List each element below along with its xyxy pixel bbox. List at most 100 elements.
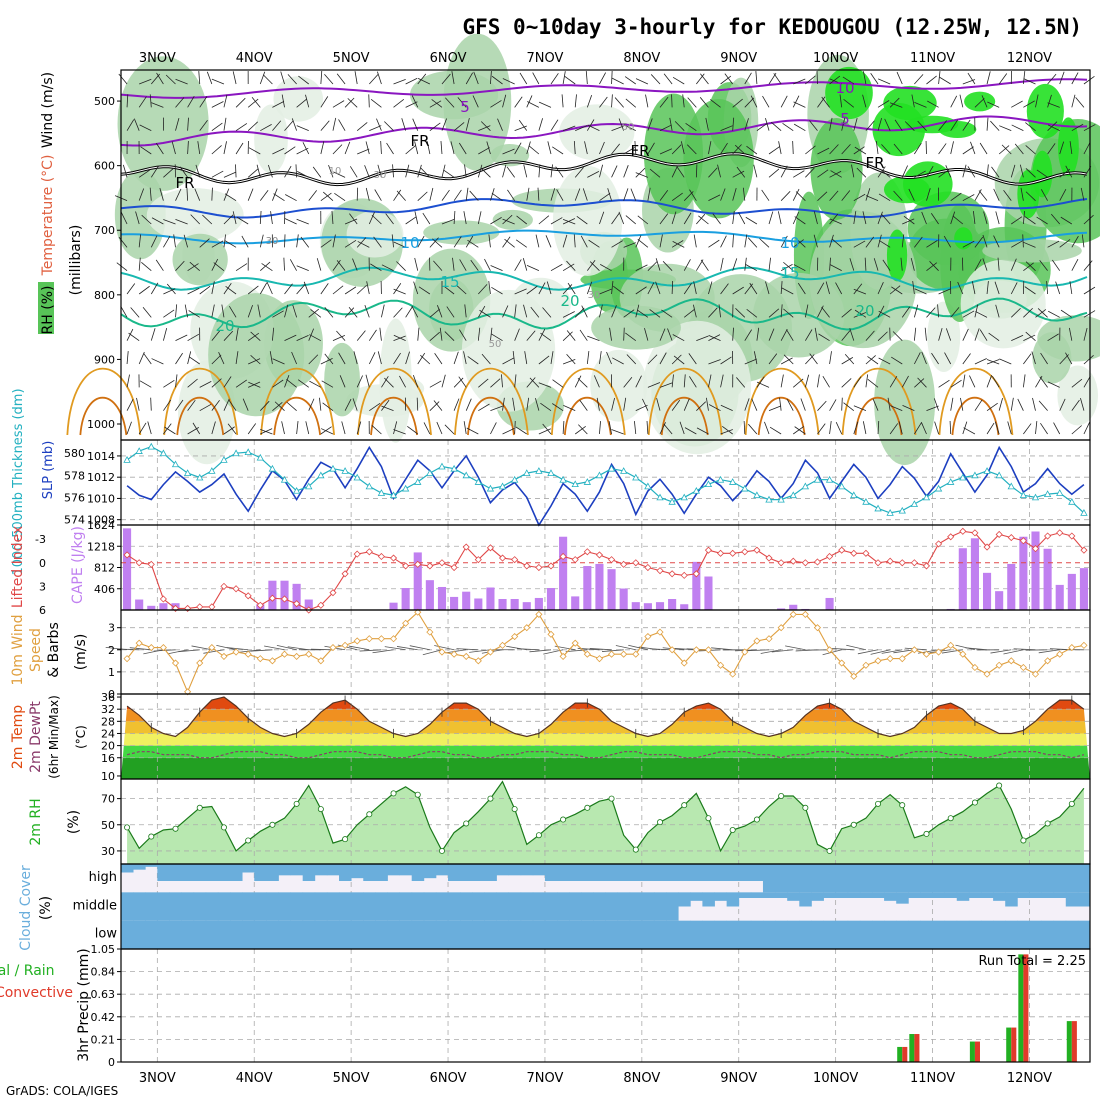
rh2m-tick-1-label: 50 [101, 819, 115, 832]
wind-barb [259, 282, 268, 295]
contour-label-8: 10 [780, 234, 799, 252]
wind-barb [624, 76, 637, 85]
wind-barb [465, 187, 469, 201]
lifted-index-point [402, 562, 410, 570]
wind-barb [894, 119, 903, 131]
wind-barb [974, 304, 979, 318]
wind-barb [1047, 240, 1060, 248]
wind-barb [566, 260, 576, 271]
cloud-cell-high [641, 864, 655, 881]
thickness-point [741, 484, 749, 492]
li-tick-2: 0 [39, 557, 46, 570]
wind-barb [412, 118, 419, 131]
contour-label-1: 5 [460, 98, 470, 116]
wind10-barb [445, 649, 467, 654]
wind-barb [829, 78, 842, 85]
wind-barb [502, 78, 515, 85]
wind-barb [821, 306, 830, 318]
wind-barb [684, 427, 697, 435]
wind-barb [671, 280, 674, 295]
wind-barb [969, 375, 976, 388]
wind-barb [197, 141, 201, 155]
wind-barb [429, 401, 440, 411]
wind-barb [995, 304, 1000, 318]
wind-barb [344, 141, 351, 155]
wind-barb [708, 167, 718, 178]
wind-barb [256, 164, 261, 178]
wind-barb [535, 234, 540, 248]
wind-barb [512, 397, 516, 411]
cape-bar [619, 588, 628, 610]
wind-barb [671, 94, 673, 108]
wind10-speed-point [184, 688, 192, 696]
day-label-bottom-8: 11NOV [910, 1071, 955, 1086]
cape-bar [1043, 548, 1052, 610]
rh-blob [927, 301, 961, 373]
wind-barb [662, 261, 673, 271]
cloud-cell-low [775, 920, 788, 949]
cape-bar [595, 563, 604, 610]
rh2m-point [148, 833, 155, 840]
wind-barb [975, 311, 988, 318]
cloud-cell-middle [980, 892, 994, 898]
thickness-point [317, 471, 325, 479]
wind-barb [223, 117, 227, 131]
wind-barb [429, 100, 442, 108]
wind-barb [316, 258, 322, 271]
lifted-index-point [959, 527, 967, 535]
wind-barb [878, 193, 891, 202]
wind-barb [393, 189, 402, 201]
cloud-cell-high [290, 864, 304, 876]
cloud-cell-low [1065, 920, 1079, 949]
wind-barb [881, 144, 891, 155]
wind-barb [530, 306, 540, 318]
wind10-speed-point [704, 646, 713, 654]
wind-barb [538, 328, 546, 341]
cloud-cell-low [181, 920, 195, 949]
wind-barb [393, 421, 398, 435]
wind-barb [136, 397, 140, 411]
wind-barb [856, 167, 867, 178]
wind-barb [532, 72, 540, 85]
wind-barb [762, 95, 770, 108]
wind10-barb [747, 649, 770, 652]
cloud-cell-middle [690, 892, 703, 901]
cloud-cell-low [544, 920, 558, 949]
wind-barb [1023, 78, 1036, 85]
wind-barb [574, 188, 581, 201]
cloud-cell-middle [1005, 892, 1018, 907]
wind-barb [126, 398, 134, 411]
wind-barb [992, 376, 1000, 388]
cape-tick-1-label: 812 [94, 562, 115, 575]
wind-barb [138, 169, 151, 178]
wind10-barb [409, 645, 430, 651]
wind-barb [1011, 334, 1024, 342]
cloud-cell-high [133, 864, 146, 870]
wind-barb [1010, 282, 1018, 295]
wind-barb [405, 216, 417, 225]
wind-barb [962, 119, 971, 131]
cloud-cell-high [859, 864, 873, 893]
wind-barb [635, 172, 649, 178]
cloud-cell-middle [145, 892, 158, 921]
wind-barb [795, 238, 806, 248]
cloud-cell-high [908, 864, 921, 893]
thickness-point [983, 467, 991, 474]
wind-barb [938, 143, 947, 155]
wind-barb [477, 327, 481, 341]
wind-barb [877, 420, 880, 435]
wind-barb [357, 241, 370, 248]
wind-barb [163, 327, 168, 341]
wind-barb [138, 422, 147, 435]
cloud-cell-low [363, 920, 376, 949]
wind-barb [998, 398, 1003, 411]
wind-barb [1048, 310, 1060, 318]
wind-barb [685, 123, 697, 131]
lifted-index-point [450, 563, 458, 572]
cloud-cell-low [290, 920, 304, 949]
wind10-barb [167, 649, 188, 655]
wind-barb [817, 423, 826, 435]
wind-barb [537, 187, 540, 201]
wind-barb [384, 377, 394, 388]
cloud-cell-middle [399, 892, 413, 921]
